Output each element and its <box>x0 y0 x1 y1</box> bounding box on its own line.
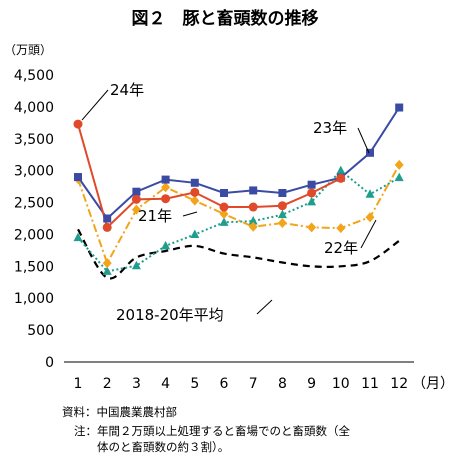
y-tick-label: 4,500 <box>14 68 54 84</box>
point-marker-circle <box>161 194 171 204</box>
series-line <box>77 164 401 266</box>
label-leader-line <box>81 89 109 121</box>
point-marker-diamond <box>190 195 200 206</box>
point-marker-triangle <box>277 209 287 219</box>
y-tick-label: 4,000 <box>14 100 54 116</box>
x-tick-label: 9 <box>307 376 316 392</box>
label-leader-line <box>256 299 273 315</box>
footnote: 注：年間２万頭以上処理すると畜場でのと畜頭数（全 体のと畜頭数の約３割）。 <box>74 424 350 454</box>
point-marker-triangle <box>365 189 375 198</box>
x-unit-label: （月） <box>412 376 450 392</box>
point-marker-circle <box>219 202 229 212</box>
point-marker-square <box>395 103 404 112</box>
point-marker-square <box>220 188 228 197</box>
series-label: 22年 <box>324 239 358 257</box>
point-marker-diamond <box>219 209 229 220</box>
point-marker-circle <box>336 173 346 183</box>
point-marker-diamond <box>277 217 287 228</box>
y-tick-labels: 0 500 1,000 1,500 2,000 2,500 3,000 3,500 4,000 4… <box>14 68 54 371</box>
y-tick-label: 0 <box>45 355 54 371</box>
x-tick-label: 10 <box>332 376 350 392</box>
series-line <box>77 106 401 221</box>
point-marker-triangle <box>307 196 317 206</box>
point-marker-circle <box>102 222 112 232</box>
source-note: 資料：中国農業農村部 <box>62 405 177 419</box>
point-marker-diamond <box>394 159 404 170</box>
point-marker-diamond <box>131 204 141 215</box>
y-tick-label: 500 <box>27 323 54 339</box>
point-marker-circle <box>190 187 200 197</box>
series-line <box>77 123 342 230</box>
point-marker-square <box>307 180 316 189</box>
series-labels: 24年 23年 21年 22年 2018-20年平均 <box>81 81 377 324</box>
point-marker-diamond <box>336 223 346 234</box>
x-tick-label: 11 <box>361 376 379 392</box>
point-marker-triangle <box>73 232 83 242</box>
series-label: 21年 <box>138 207 172 225</box>
y-tick-label: 2,000 <box>14 227 54 243</box>
x-tick-label: 5 <box>190 376 199 392</box>
series-label: 24年 <box>110 81 144 99</box>
label-leader-line <box>360 219 377 249</box>
y-tick-label: 1,500 <box>14 259 54 275</box>
point-marker-triangle <box>219 217 229 226</box>
point-marker-diamond <box>307 222 317 233</box>
series-label: 23年 <box>313 119 347 137</box>
point-marker-diamond <box>365 212 375 223</box>
point-marker-square <box>190 178 199 187</box>
point-marker-square <box>74 173 82 182</box>
x-tick-label: 2 <box>103 376 112 392</box>
x-tick-label: 1 <box>74 376 83 392</box>
y-unit-label: （万頭） <box>4 43 52 57</box>
x-tick-label: 12 <box>390 376 408 392</box>
y-tick-label: 2,500 <box>14 196 54 212</box>
point-marker-triangle <box>131 260 141 270</box>
y-tick-label: 3,500 <box>14 132 54 148</box>
label-leader-line <box>182 211 198 217</box>
point-marker-triangle <box>394 172 404 182</box>
x-tick-label: 4 <box>161 376 170 392</box>
point-marker-square <box>103 214 112 223</box>
point-marker-circle <box>73 119 83 129</box>
point-marker-square <box>249 186 258 195</box>
label-leader-line <box>357 127 370 154</box>
x-tick-label: 3 <box>132 376 141 392</box>
point-marker-circle <box>277 201 287 211</box>
point-marker-diamond <box>102 258 112 269</box>
x-tick-label: 6 <box>220 376 229 392</box>
point-marker-diamond <box>248 221 258 232</box>
point-marker-square <box>161 175 170 184</box>
point-marker-triangle <box>248 216 258 225</box>
point-marker-circle <box>248 202 258 212</box>
point-marker-square <box>132 187 141 196</box>
x-tick-label: 7 <box>249 376 258 392</box>
y-tick-label: 1,000 <box>14 291 54 307</box>
series-line-average <box>77 228 400 280</box>
point-marker-triangle <box>336 165 346 175</box>
y-tick-label: 3,000 <box>14 164 54 180</box>
point-marker-triangle <box>161 240 171 250</box>
point-marker-square <box>278 188 287 197</box>
x-tick-label: 8 <box>278 376 287 392</box>
chart-title: 図２ 豚と畜頭数の推移 <box>132 8 319 29</box>
x-tick-labels: 1 2 3 4 5 6 7 8 9 10 11 12 <box>74 376 409 392</box>
point-marker-square <box>366 148 374 157</box>
point-marker-triangle <box>102 266 112 275</box>
point-marker-circle <box>131 194 141 204</box>
point-marker-diamond <box>161 182 171 193</box>
series-line <box>77 169 400 273</box>
series-markers <box>73 103 404 275</box>
point-marker-triangle <box>190 229 200 238</box>
series-label: 2018-20年平均 <box>116 306 224 324</box>
point-marker-circle <box>307 188 317 198</box>
series-lines <box>77 106 401 280</box>
